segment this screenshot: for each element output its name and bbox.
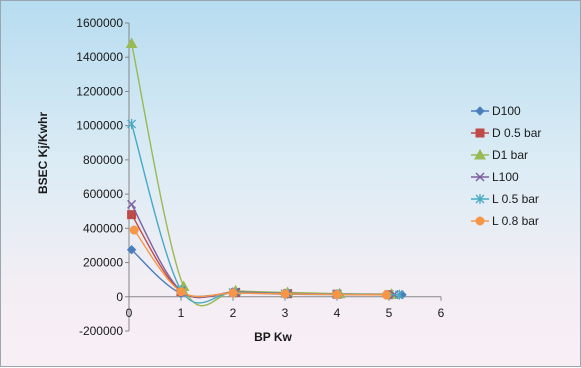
x-tick-label: 6 bbox=[438, 306, 445, 320]
x-tick-label: 3 bbox=[282, 306, 289, 320]
series-5 bbox=[129, 225, 391, 300]
series-0 bbox=[126, 245, 407, 300]
legend-item: L100 bbox=[471, 170, 519, 184]
y-tick-label: -200000 bbox=[79, 324, 123, 338]
legend-swatch-marker bbox=[475, 106, 485, 116]
plot-series bbox=[125, 37, 407, 307]
data-point bbox=[176, 287, 186, 297]
data-point bbox=[332, 290, 342, 300]
x-tick-label: 4 bbox=[334, 306, 341, 320]
axes: -200000020000040000060000080000010000001… bbox=[76, 16, 444, 338]
data-point-stroke bbox=[127, 199, 137, 209]
legend-label: D1 bar bbox=[492, 148, 528, 162]
legend-label: L100 bbox=[492, 170, 519, 184]
y-tick-label: 400000 bbox=[83, 221, 123, 235]
x-tick-label: 1 bbox=[178, 306, 185, 320]
y-tick-label: 1200000 bbox=[76, 84, 123, 98]
data-point bbox=[127, 118, 137, 129]
data-point bbox=[381, 290, 391, 300]
x-tick-label: 0 bbox=[126, 306, 133, 320]
y-tick-label: 200000 bbox=[83, 256, 123, 270]
y-axis-title: BSEC Kj/Kwhr bbox=[36, 112, 50, 194]
data-point bbox=[126, 245, 137, 255]
x-tick-label: 2 bbox=[230, 306, 237, 320]
legend-swatch-marker-stroke bbox=[475, 172, 485, 182]
legend-label: L 0.5 bar bbox=[492, 192, 539, 206]
legend: D100 D 0.5 bar D1 bar L100 L 0.5 bar L 0.8 ba… bbox=[471, 104, 541, 228]
legend-label: L 0.8 bar bbox=[492, 214, 539, 228]
series-line bbox=[133, 229, 387, 298]
data-point bbox=[228, 288, 238, 298]
y-tick-label: 600000 bbox=[83, 187, 123, 201]
legend-item: D1 bar bbox=[471, 148, 528, 162]
legend-item: D 0.5 bar bbox=[471, 126, 541, 140]
x-tick-label: 5 bbox=[386, 306, 393, 320]
series-line bbox=[131, 249, 403, 298]
legend-item: D100 bbox=[471, 104, 521, 118]
data-point bbox=[129, 225, 139, 235]
legend-item: L 0.8 bar bbox=[471, 214, 539, 228]
y-tick-label: 1600000 bbox=[76, 16, 123, 30]
data-point bbox=[280, 289, 290, 299]
legend-swatch-marker bbox=[474, 148, 486, 160]
series-line bbox=[130, 123, 400, 304]
legend-swatch-marker bbox=[475, 216, 485, 226]
legend-swatch-marker bbox=[475, 194, 485, 204]
legend-swatch-marker bbox=[475, 128, 485, 138]
y-tick-label: 0 bbox=[116, 290, 123, 304]
data-point bbox=[125, 37, 138, 49]
data-point bbox=[127, 210, 137, 220]
series-3 bbox=[127, 199, 399, 300]
y-tick-label: 800000 bbox=[83, 153, 123, 167]
data-point bbox=[394, 289, 404, 300]
legend-item: L 0.5 bar bbox=[471, 192, 539, 206]
x-axis-title: BP Kw bbox=[254, 330, 292, 344]
series-2 bbox=[125, 37, 398, 307]
legend-swatch-marker bbox=[475, 172, 485, 182]
data-point bbox=[127, 199, 137, 209]
legend-label: D100 bbox=[492, 104, 521, 118]
series-line bbox=[131, 214, 390, 299]
y-tick-label: 1400000 bbox=[76, 50, 123, 64]
legend-label: D 0.5 bar bbox=[492, 126, 541, 140]
y-tick-label: 1000000 bbox=[76, 119, 123, 133]
